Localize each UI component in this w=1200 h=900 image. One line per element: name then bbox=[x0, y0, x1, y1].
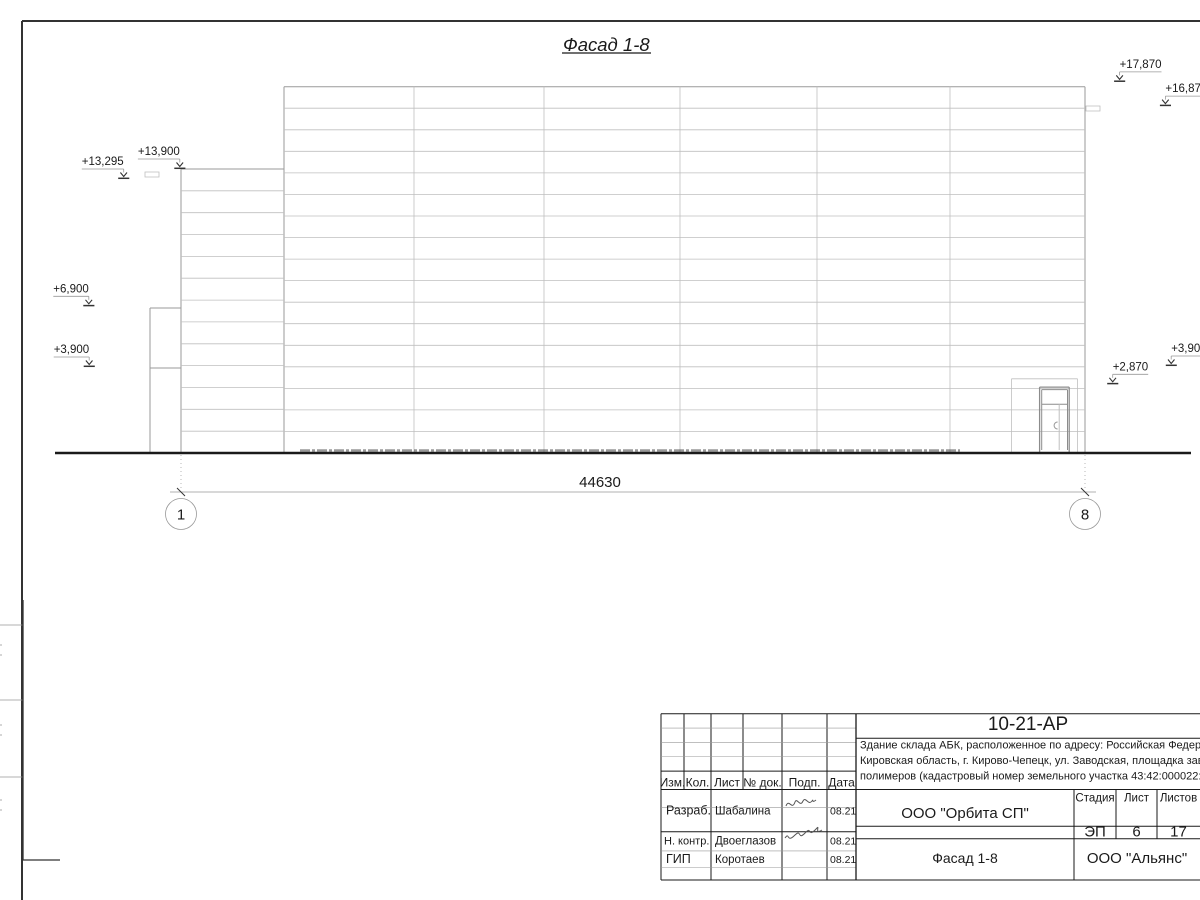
svg-text:44630: 44630 bbox=[579, 474, 621, 491]
svg-text:Фасад 1-8: Фасад 1-8 bbox=[563, 34, 650, 55]
svg-text:+3,900: +3,900 bbox=[54, 344, 89, 356]
svg-text:1: 1 bbox=[177, 507, 185, 524]
svg-text:+2,870: +2,870 bbox=[1113, 361, 1149, 373]
svg-text:Кол.: Кол. bbox=[686, 776, 710, 790]
svg-text:+17,870: +17,870 bbox=[1120, 59, 1162, 71]
svg-text:+16,870: +16,870 bbox=[1165, 83, 1200, 95]
svg-text:+6,900: +6,900 bbox=[53, 283, 89, 295]
svg-text:Разраб.: Разраб. bbox=[666, 804, 711, 818]
svg-text:Лист: Лист bbox=[714, 776, 741, 790]
svg-text:Листов: Листов bbox=[1160, 793, 1197, 805]
svg-text:ГИП: ГИП bbox=[666, 852, 691, 866]
svg-text:08.21: 08.21 bbox=[830, 836, 856, 848]
svg-text:17: 17 bbox=[1170, 824, 1187, 841]
svg-text:Дата: Дата bbox=[828, 776, 855, 790]
svg-text:Изм.: Изм. bbox=[660, 776, 686, 790]
svg-text:полимеров (кадастровый номер з: полимеров (кадастровый номер земельного … bbox=[860, 771, 1200, 783]
svg-text:+13,900: +13,900 bbox=[138, 146, 180, 158]
svg-text:ООО "Орбита СП": ООО "Орбита СП" bbox=[901, 805, 1029, 822]
svg-text:6: 6 bbox=[1132, 824, 1140, 841]
svg-text:Двоеглазов: Двоеглазов bbox=[715, 836, 776, 848]
svg-text:ЭП: ЭП bbox=[1084, 824, 1106, 841]
svg-text:Подп.: Подп. bbox=[789, 776, 821, 790]
svg-text:Фасад 1-8: Фасад 1-8 bbox=[932, 850, 998, 866]
svg-text:Н. контр.: Н. контр. bbox=[664, 836, 709, 848]
svg-text:Здание склада АБК, расположенн: Здание склада АБК, расположенное по адре… bbox=[860, 740, 1200, 752]
svg-text:10-21-АР: 10-21-АР bbox=[988, 714, 1068, 735]
svg-text:+3,900: +3,900 bbox=[1171, 343, 1200, 355]
svg-text:ООО "Альянс": ООО "Альянс" bbox=[1087, 850, 1187, 867]
svg-text:Стадия: Стадия bbox=[1075, 793, 1114, 805]
svg-text:+13,295: +13,295 bbox=[82, 156, 124, 168]
svg-text:Коротаев: Коротаев bbox=[715, 854, 765, 866]
svg-text:Лист: Лист bbox=[1124, 793, 1150, 805]
svg-text:8: 8 bbox=[1081, 507, 1089, 524]
svg-text:Шабалина: Шабалина bbox=[715, 806, 771, 818]
svg-text:08.21: 08.21 bbox=[830, 854, 856, 866]
svg-text:№ док.: № док. bbox=[743, 776, 781, 790]
svg-text:Кировская область, г. Кирово-Ч: Кировская область, г. Кирово-Чепецк, ул.… bbox=[860, 755, 1200, 767]
svg-text:08.21: 08.21 bbox=[830, 806, 856, 818]
